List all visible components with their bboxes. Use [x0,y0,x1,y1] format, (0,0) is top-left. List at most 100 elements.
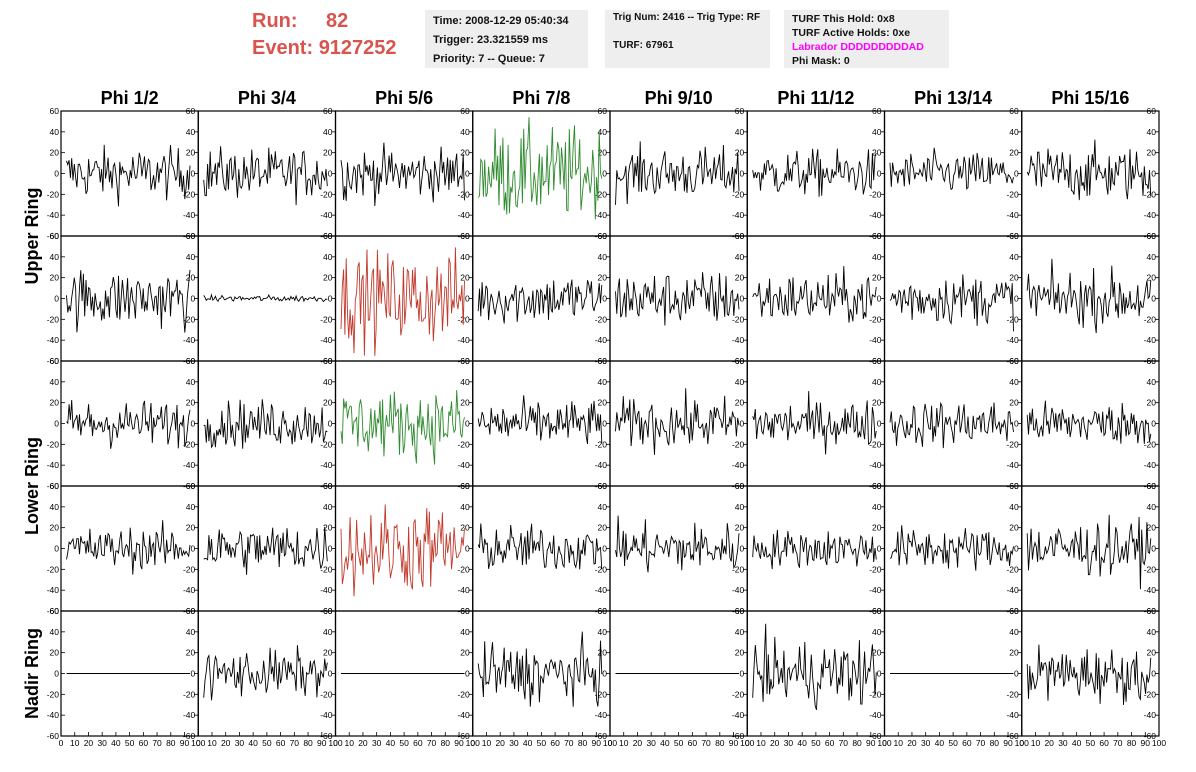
y-tick-label: 0 [191,419,196,429]
waveform-trace [1026,139,1152,201]
x-tick-label: 60 [413,738,423,748]
waveform-trace [340,389,465,465]
y-tick-label: 60 [735,356,745,366]
y-tick-label: -40 [457,710,470,720]
y-tick-label: 40 [1147,252,1157,262]
x-tick-label: 10 [893,738,903,748]
x-tick-label: 10 [1031,738,1041,748]
y-tick-label: -40 [1006,460,1019,470]
y-tick-label: 20 [735,648,745,658]
y-tick-label: 60 [735,606,745,616]
y-tick-label: -60 [1006,731,1019,741]
y-tick-label: -60 [320,731,333,741]
x-tick-label: 40 [523,738,533,748]
y-tick-label: 60 [1147,106,1157,116]
x-tick-label: 80 [715,738,725,748]
x-tick-label: 0 [1019,738,1024,748]
x-tick-label: 70 [290,738,300,748]
x-tick-label: 100 [1015,738,1029,748]
x-tick-label: 70 [701,738,711,748]
y-tick-label: -20 [595,439,608,449]
x-tick-label: 30 [646,738,656,748]
y-tick-label: -40 [457,210,470,220]
waveform-trace [66,269,191,333]
x-tick-label: 20 [221,738,231,748]
column-title: Phi 15/16 [1051,88,1129,108]
x-tick-label: 50 [537,738,547,748]
y-tick-label: -40 [869,335,882,345]
y-tick-label: 0 [328,669,333,679]
x-tick-label: 0 [333,738,338,748]
x-tick-label: 60 [1099,738,1109,748]
x-tick-label: 20 [1044,738,1054,748]
y-tick-label: -20 [47,564,60,574]
waveform-trace [615,141,740,205]
y-tick-label: 60 [1009,106,1019,116]
y-tick-label: 20 [1009,648,1019,658]
column-title: Phi 9/10 [645,88,713,108]
y-tick-label: -40 [595,710,608,720]
ring-label: Lower Ring [22,437,42,535]
y-tick-label: 0 [465,419,470,429]
waveform-trace [889,401,1014,449]
waveform-trace [1026,258,1152,334]
y-tick-label: -40 [320,585,333,595]
y-tick-label: 40 [186,627,196,637]
y-tick-label: 20 [1147,273,1157,283]
x-tick-label: 90 [866,738,876,748]
y-tick-label: 20 [872,523,882,533]
y-tick-label: 20 [872,148,882,158]
waveform-trace [66,520,191,575]
y-tick-label: -20 [1144,564,1157,574]
y-tick-label: -40 [732,335,745,345]
y-tick-label: 60 [323,231,333,241]
y-tick-label: 20 [735,398,745,408]
y-tick-label: 20 [186,648,196,658]
y-tick-label: 20 [186,398,196,408]
x-tick-label: 30 [509,738,519,748]
y-tick-label: -40 [732,210,745,220]
x-tick-label: 70 [1113,738,1123,748]
x-tick-label: 80 [578,738,588,748]
y-tick-label: -40 [47,710,60,720]
y-tick-label: -20 [595,314,608,324]
y-tick-label: -40 [1006,335,1019,345]
y-tick-label: 20 [186,523,196,533]
x-tick-label: 60 [550,738,560,748]
panel-frame [883,360,1023,487]
y-tick-label: -40 [595,460,608,470]
y-tick-label: 40 [1009,502,1019,512]
y-tick-label: -20 [869,564,882,574]
x-tick-label: 10 [344,738,354,748]
y-tick-label: -40 [595,210,608,220]
y-tick-label: 60 [460,481,470,491]
y-tick-label: 40 [735,377,745,387]
waveform-trace [1026,514,1152,590]
x-tick-label: 100 [877,738,891,748]
x-tick-label: 50 [674,738,684,748]
column-title: Phi 7/8 [512,88,570,108]
y-tick-label: -60 [47,481,60,491]
y-tick-label: 60 [1009,231,1019,241]
y-tick-label: 60 [1009,356,1019,366]
y-tick-label: 40 [323,627,333,637]
y-tick-label: 60 [186,231,196,241]
x-tick-label: 90 [1141,738,1151,748]
y-tick-label: -40 [595,335,608,345]
y-tick-label: 0 [877,419,882,429]
y-tick-label: 0 [54,294,59,304]
y-tick-label: -20 [1006,564,1019,574]
time-text: Time: 2008-12-29 05:40:34 [433,15,569,27]
x-tick-label: 40 [248,738,258,748]
y-tick-label: 0 [1151,169,1156,179]
column-title: Phi 5/6 [375,88,433,108]
y-tick-label: 0 [328,419,333,429]
y-tick-label: 0 [1014,419,1019,429]
y-tick-label: 60 [50,481,60,491]
